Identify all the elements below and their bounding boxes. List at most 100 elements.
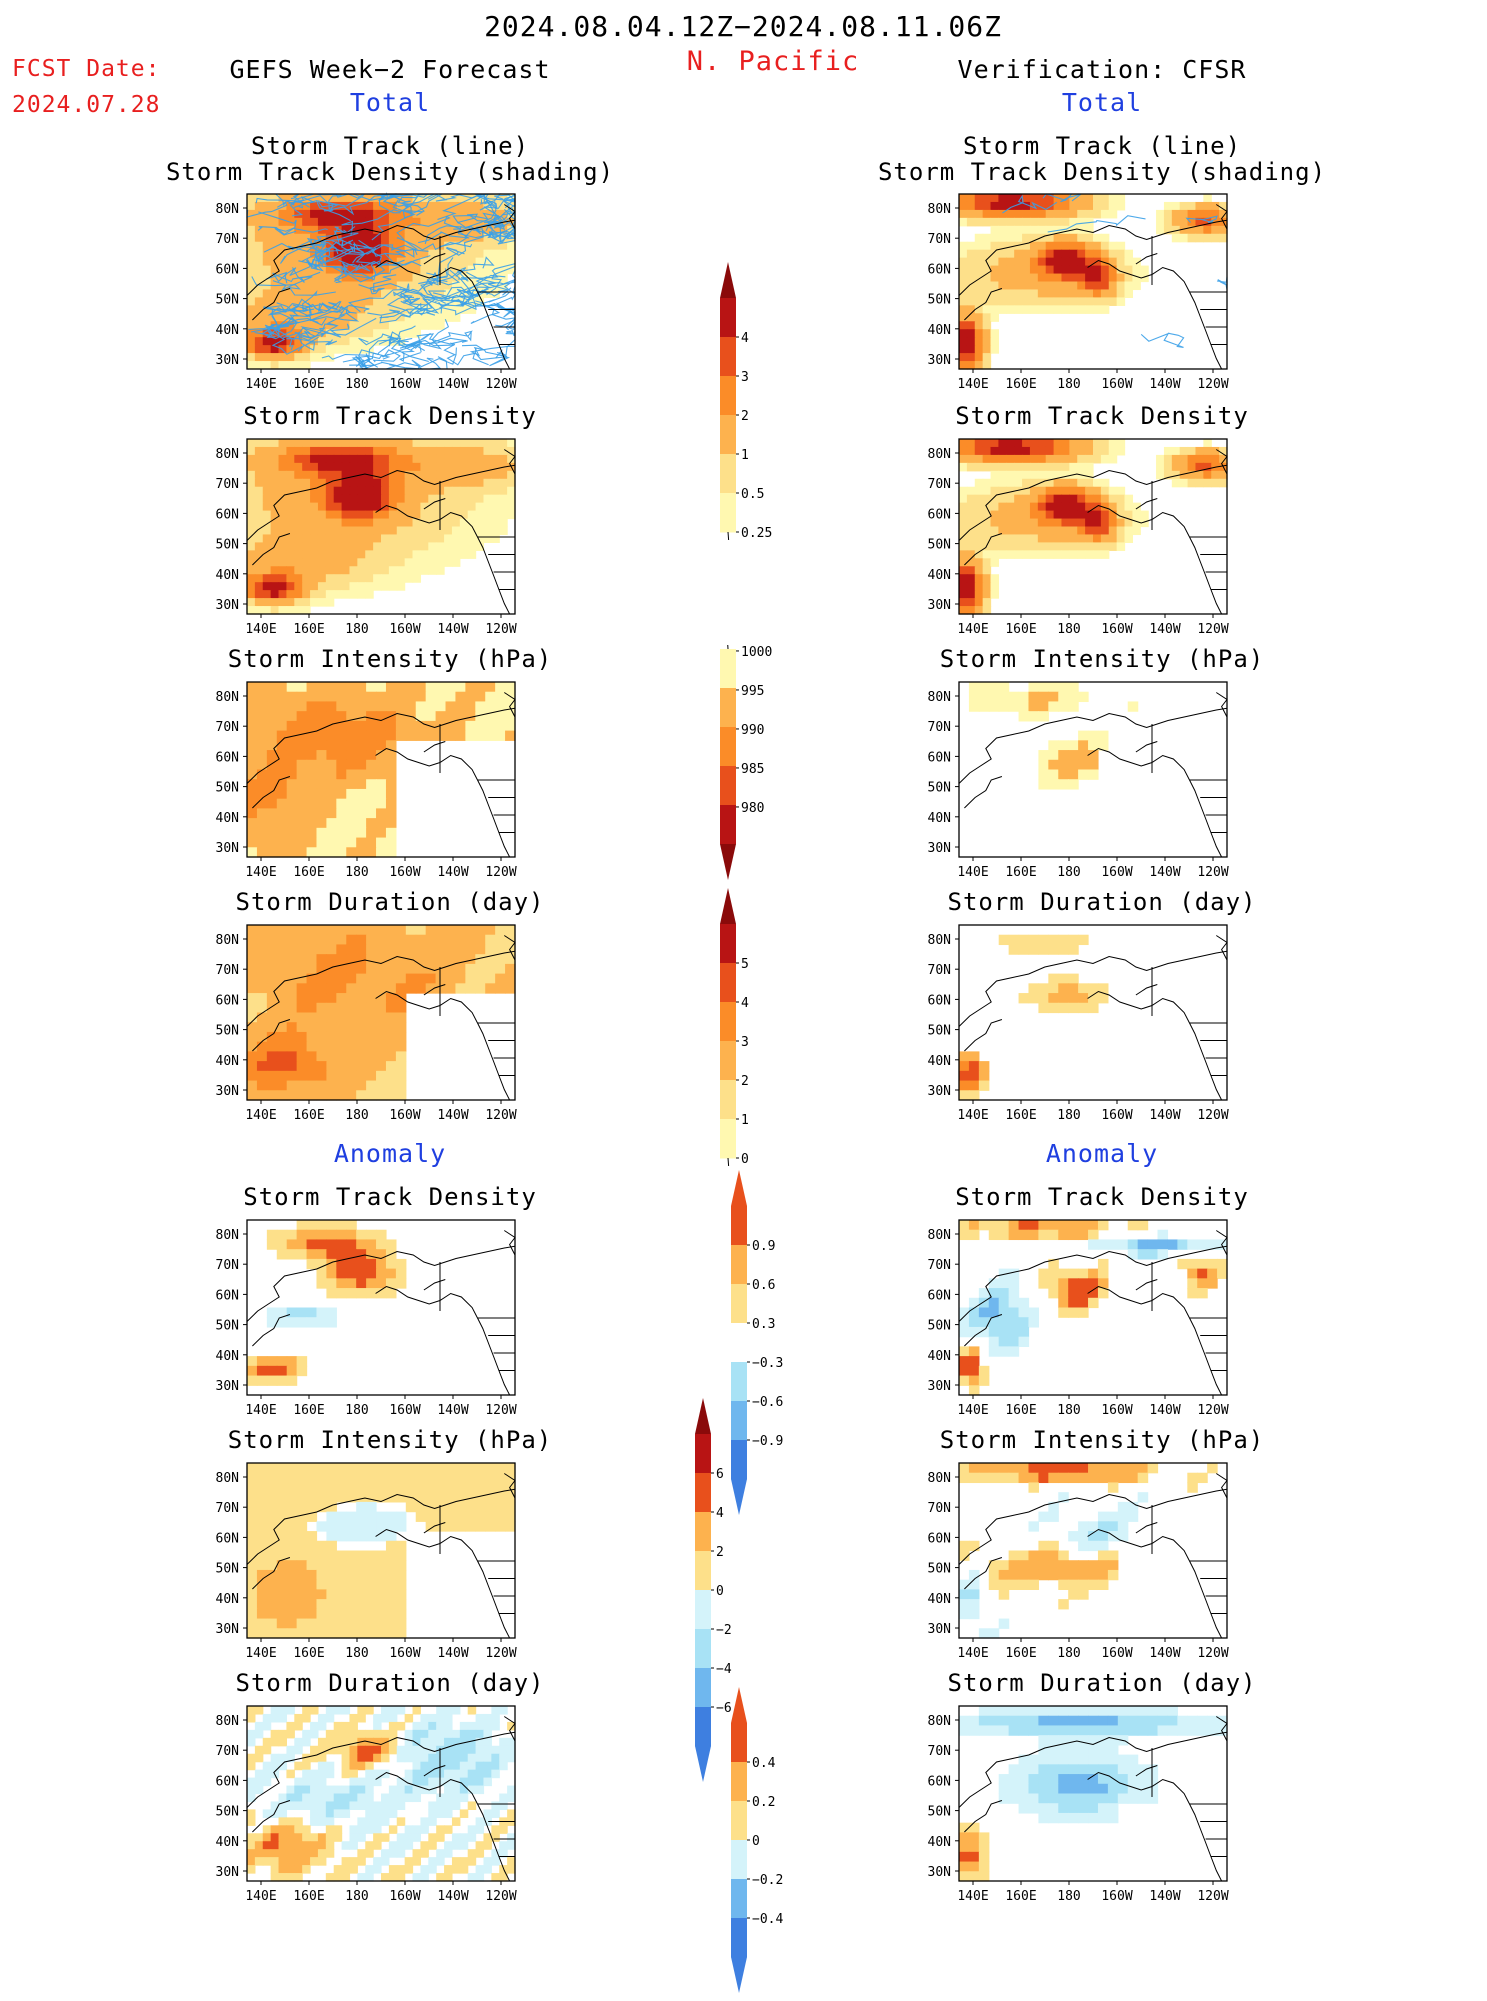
grid-cell (316, 1220, 327, 1230)
grid-cell (376, 838, 387, 848)
grid-cell (326, 226, 334, 235)
grid-cell (1197, 1473, 1208, 1483)
lon-tick-label: 180 (345, 622, 368, 637)
grid-cell (389, 566, 397, 575)
grid-cell (999, 1288, 1010, 1298)
grid-cell (507, 503, 515, 512)
grid-cell (267, 1317, 278, 1327)
grid-cell (318, 566, 326, 575)
grid-cell (452, 1794, 460, 1803)
grid-cell (349, 527, 357, 536)
grid-cell (1148, 1239, 1159, 1249)
grid-cell (436, 558, 444, 567)
grid-cell (1046, 550, 1054, 559)
lat-tick-label: 50N (216, 781, 239, 796)
grid-cell (271, 1873, 279, 1882)
grid-cell (1061, 519, 1069, 528)
colorbar-label: 980 (741, 801, 764, 816)
grid-cell (1048, 993, 1059, 1003)
grid-cell (267, 1356, 278, 1366)
grid-cell (491, 1825, 499, 1834)
grid-cell (302, 1786, 310, 1795)
grid-cell (1211, 234, 1219, 243)
grid-cell (428, 1778, 436, 1787)
grid-cell (366, 925, 377, 935)
grid-cell (336, 1239, 347, 1249)
grid-cell (287, 1090, 298, 1100)
left-anomaly-label: Anomaly (334, 1139, 446, 1168)
grid-cell (959, 305, 967, 314)
grid-cell (499, 479, 507, 488)
grid-cell (428, 471, 436, 480)
grid-cell (1061, 274, 1069, 283)
grid-cell (1054, 463, 1062, 472)
grid-cell (468, 534, 476, 543)
grid-cell (1048, 1706, 1059, 1716)
lon-tick-label: 180 (1057, 377, 1080, 392)
grid-cell (491, 1801, 499, 1810)
grid-cell (357, 519, 365, 528)
grid-cell (342, 1841, 350, 1850)
grid-cell (247, 1609, 258, 1619)
grid-cell (1046, 258, 1054, 267)
grid-cell (257, 711, 268, 721)
grid-cell (505, 964, 516, 974)
grid-cell (413, 1706, 421, 1715)
grid-cell (381, 447, 389, 456)
grid-cell (342, 439, 350, 448)
grid-cell (1109, 210, 1117, 219)
grid-cell (396, 944, 407, 954)
grid-cell (297, 1589, 308, 1599)
grid-cell (460, 527, 468, 536)
grid-cell (1098, 731, 1109, 741)
grid-cell (444, 1801, 452, 1810)
grid-cell (356, 1278, 367, 1288)
grid-cell (406, 983, 417, 993)
grid-cell (257, 701, 268, 711)
grid-cell (397, 1865, 405, 1874)
grid-cell (1177, 1716, 1188, 1726)
grid-cell (1117, 202, 1125, 211)
grid-cell (1022, 527, 1030, 536)
grid-cell (975, 218, 983, 227)
grid-cell (446, 944, 457, 954)
grid-cell (310, 463, 318, 472)
grid-cell (1098, 1706, 1109, 1716)
grid-cell (1009, 1764, 1020, 1774)
grid-cell (416, 935, 427, 945)
grid-cell (286, 234, 294, 243)
grid-cell (999, 1725, 1010, 1735)
grid-cell (326, 1551, 337, 1561)
grid-cell (267, 1308, 278, 1318)
grid-cell (257, 1473, 268, 1483)
grid-cell (1077, 305, 1085, 314)
grid-cell (975, 361, 983, 370)
grid-cell (326, 760, 337, 770)
grid-cell (366, 1619, 377, 1629)
grid-cell (287, 740, 298, 750)
grid-cell (349, 574, 357, 583)
lon-tick-label: 160E (1005, 1889, 1036, 1904)
grid-cell (396, 1570, 407, 1580)
grid-cell (483, 439, 491, 448)
grid-cell (1046, 519, 1054, 528)
grid-cell (1009, 1473, 1020, 1483)
grid-cell (499, 1746, 507, 1755)
grid-cell (1009, 1580, 1020, 1590)
grid-cell (444, 226, 452, 235)
grid-cell (247, 1730, 255, 1739)
grid-cell (989, 1230, 1000, 1240)
grid-cell (342, 1746, 350, 1755)
grid-cell (247, 1619, 258, 1629)
grid-cell (416, 692, 427, 702)
colorbar-label: 6 (716, 1467, 724, 1482)
lat-tick-label: 60N (928, 1531, 951, 1546)
grid-cell (1030, 194, 1038, 203)
grid-cell (969, 1852, 980, 1862)
grid-cell (426, 954, 437, 964)
grid-cell (294, 1841, 302, 1850)
grid-cell (1006, 495, 1014, 504)
grid-cell (271, 582, 279, 591)
